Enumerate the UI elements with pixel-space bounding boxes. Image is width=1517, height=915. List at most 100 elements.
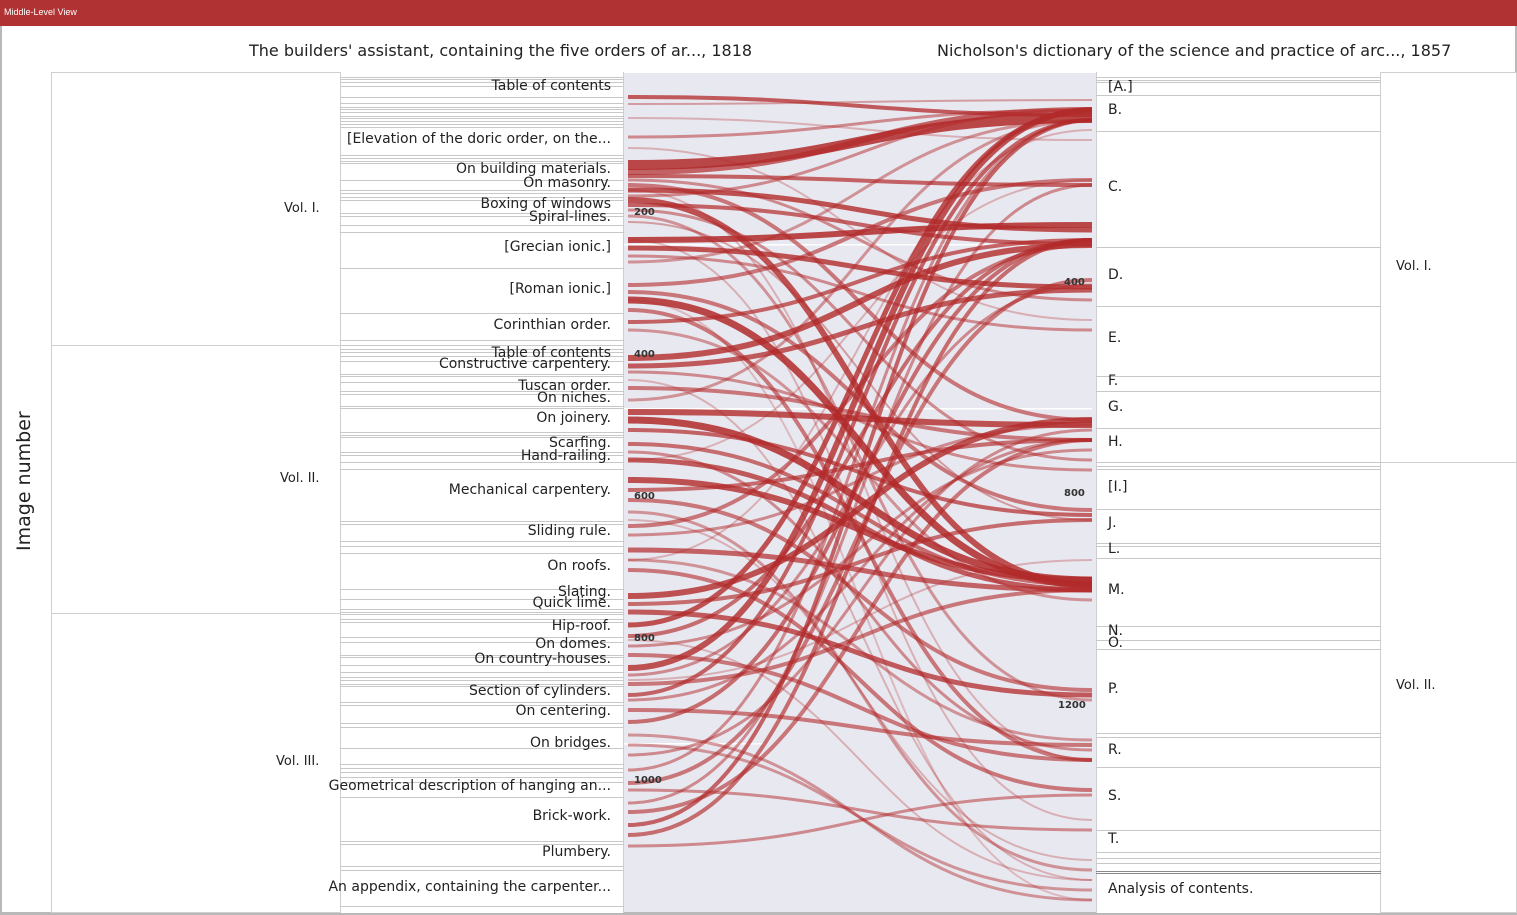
flow-link xyxy=(627,510,1093,872)
section-divider xyxy=(340,841,624,842)
section-divider xyxy=(340,121,624,122)
right-section-label[interactable]: C. xyxy=(1108,179,1123,195)
flow-link xyxy=(627,438,1093,492)
right-section-label[interactable]: [I.] xyxy=(1108,479,1128,495)
section-divider xyxy=(340,313,624,314)
left-section-label[interactable]: Table of contents xyxy=(491,345,612,361)
left-section-label[interactable]: On joinery. xyxy=(536,410,611,426)
left-tick-label: 200 xyxy=(634,207,655,218)
left-section-label[interactable]: [Elevation of the doric order, on the... xyxy=(346,131,611,147)
section-divider xyxy=(340,374,624,375)
left-section-label[interactable]: Boxing of windows xyxy=(480,196,611,212)
section-divider xyxy=(340,232,624,233)
left-section-label[interactable]: Quick lime. xyxy=(532,595,611,611)
left-section-label[interactable]: [Roman ionic.] xyxy=(509,281,612,297)
section-divider xyxy=(340,77,624,78)
left-section-label[interactable]: Geometrical description of hanging an... xyxy=(328,778,611,794)
right-section-label[interactable]: O. xyxy=(1108,635,1123,651)
section-divider xyxy=(340,797,624,798)
right-section-label[interactable]: Analysis of contents. xyxy=(1108,881,1254,897)
flow-link xyxy=(627,214,1093,702)
right-section-label[interactable]: F. xyxy=(1108,373,1119,389)
right-section-label[interactable]: J. xyxy=(1108,515,1117,531)
section-divider xyxy=(1096,391,1381,392)
right-section-label[interactable]: T. xyxy=(1108,831,1120,847)
left-section-label[interactable]: Spiral-lines. xyxy=(529,209,611,225)
left-volume-3[interactable] xyxy=(51,613,341,913)
left-section-label[interactable]: Section of cylinders. xyxy=(468,683,611,699)
left-section-label[interactable]: On roofs. xyxy=(547,558,611,574)
section-divider xyxy=(340,200,624,201)
left-section-label[interactable]: On niches. xyxy=(536,390,611,406)
flow-link xyxy=(627,708,1093,747)
section-divider xyxy=(340,524,624,525)
left-section-label[interactable]: Plumbery. xyxy=(542,844,611,860)
section-divider xyxy=(340,637,624,638)
left-section-label[interactable]: Scarfing. xyxy=(549,435,611,451)
left-volume-1[interactable] xyxy=(51,72,341,346)
right-volume-1-label: Vol. I. xyxy=(1396,259,1432,274)
left-tick-label: 400 xyxy=(634,349,655,360)
section-divider xyxy=(340,906,624,907)
section-divider xyxy=(340,190,624,191)
section-divider xyxy=(340,469,624,470)
left-section-label[interactable]: [Grecian ionic.] xyxy=(504,239,611,255)
flow-link xyxy=(627,107,1093,671)
left-section-label[interactable]: On domes. xyxy=(535,636,611,652)
flow-link xyxy=(627,568,1093,792)
right-volume-2[interactable] xyxy=(1380,462,1517,913)
flow-link xyxy=(627,438,1093,814)
section-divider xyxy=(340,677,624,678)
left-section-label[interactable]: An appendix, containing the carpenter... xyxy=(328,879,611,895)
left-section-label[interactable]: Corinthian order. xyxy=(493,317,611,333)
right-section-label[interactable]: D. xyxy=(1108,267,1124,283)
flow-link xyxy=(627,793,1093,848)
section-divider xyxy=(340,394,624,395)
right-section-label[interactable]: H. xyxy=(1108,434,1123,450)
section-divider xyxy=(1096,82,1381,83)
left-section-label[interactable]: On masonry. xyxy=(523,175,611,191)
left-section-label[interactable]: On bridges. xyxy=(529,735,611,751)
right-section-label[interactable]: N. xyxy=(1108,623,1123,639)
right-section-label[interactable]: B. xyxy=(1108,102,1123,118)
section-divider xyxy=(340,435,624,436)
right-section-label[interactable]: M. xyxy=(1108,582,1125,598)
left-section-label[interactable]: Sliding rule. xyxy=(527,523,611,539)
right-section-label[interactable]: S. xyxy=(1108,788,1122,804)
right-section-label[interactable]: R. xyxy=(1108,742,1122,758)
flow-link xyxy=(627,416,1093,584)
right-section-label[interactable]: E. xyxy=(1108,330,1122,346)
right-section-label[interactable]: [A.] xyxy=(1108,79,1133,95)
left-section-label[interactable]: Brick-work. xyxy=(532,808,611,824)
right-section-label[interactable]: P. xyxy=(1108,681,1119,697)
left-section-label[interactable]: On centering. xyxy=(515,703,611,719)
right-volume-1[interactable] xyxy=(1380,72,1517,463)
left-section-label[interactable]: Hip-roof. xyxy=(551,618,611,634)
right-tick-label: 400 xyxy=(1064,277,1085,288)
left-section-label[interactable]: Table of contents xyxy=(491,78,612,94)
section-divider xyxy=(340,97,624,98)
flow-link xyxy=(627,653,1093,762)
section-divider xyxy=(1096,543,1381,544)
left-section-label[interactable]: On building materials. xyxy=(455,161,611,177)
right-section-label[interactable]: G. xyxy=(1108,399,1124,415)
left-section-label[interactable]: Tuscan order. xyxy=(518,378,611,394)
flow-link xyxy=(627,417,1093,599)
section-divider xyxy=(340,352,624,353)
left-section-label[interactable]: Constructive carpentery. xyxy=(438,356,611,372)
section-divider xyxy=(340,686,624,687)
left-section-label[interactable]: Hand-railing. xyxy=(520,448,611,464)
right-sections-column[interactable] xyxy=(1096,72,1381,913)
section-divider xyxy=(1096,546,1381,547)
left-volume-2-label: Vol. II. xyxy=(280,471,320,486)
right-section-label[interactable]: L. xyxy=(1108,541,1121,557)
left-volume-2[interactable] xyxy=(51,345,341,614)
flow-link xyxy=(627,457,1093,593)
flow-link xyxy=(627,290,1093,512)
section-divider xyxy=(340,844,624,845)
left-section-label[interactable]: On country-houses. xyxy=(474,651,611,667)
section-divider xyxy=(1096,466,1381,467)
left-section-label[interactable]: Mechanical carpentery. xyxy=(448,482,611,498)
left-section-label[interactable]: Slating. xyxy=(558,584,611,600)
section-divider xyxy=(1096,509,1381,510)
